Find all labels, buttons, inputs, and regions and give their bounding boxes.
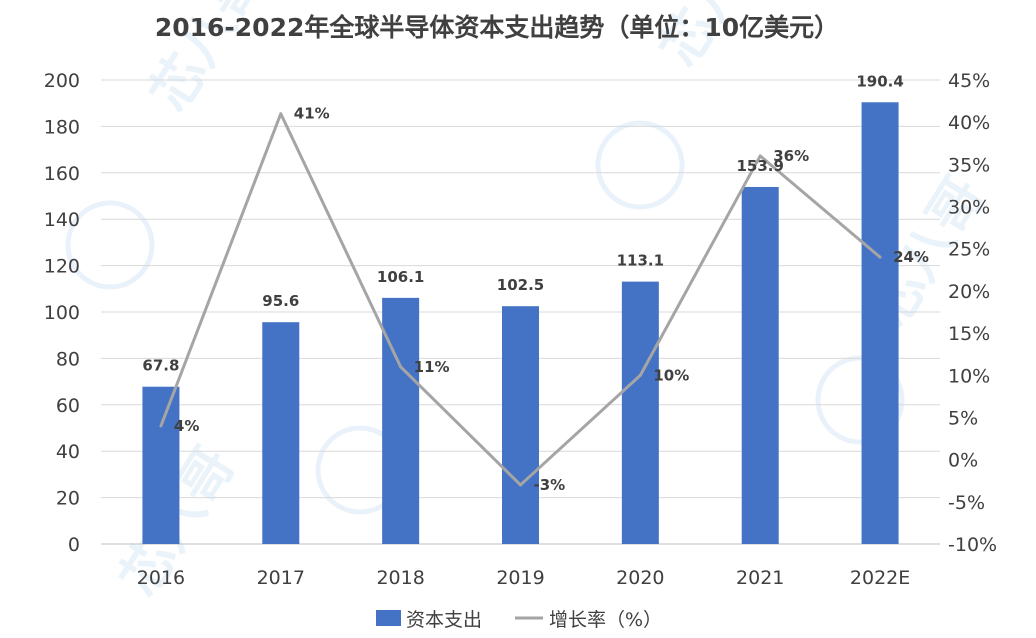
line-value-label: -3% <box>534 476 566 494</box>
bar-value-label: 67.8 <box>142 357 179 375</box>
legend-swatch-bar <box>376 610 401 626</box>
x-tick-label: 2022E <box>850 567 910 589</box>
x-tick-label: 2017 <box>257 567 305 589</box>
y-right-tick-label: 45% <box>948 70 990 92</box>
line-point <box>519 483 522 487</box>
y-right-tick-label: 5% <box>948 407 978 429</box>
bar-value-label: 113.1 <box>617 252 664 270</box>
bar <box>741 186 779 544</box>
legend-label-bar: 资本支出 <box>406 609 482 631</box>
y-left-tick-label: 200 <box>44 70 80 92</box>
x-tick-label: 2016 <box>137 567 185 589</box>
y-axis-right: -10% -5% 0% 5% 10% 15% 20% 25% 30% 35% 40% 45% <box>948 70 997 556</box>
y-right-tick-label: 0% <box>948 450 978 472</box>
x-tick-label: 2019 <box>496 567 544 589</box>
bar-value-label: 102.5 <box>497 276 544 294</box>
line-point <box>638 373 642 377</box>
chart-title: 2016-2022年全球半导体资本支出趋势（单位：10亿美元） <box>155 13 839 42</box>
line-point <box>159 424 163 428</box>
line-point <box>878 255 882 259</box>
y-left-tick-label: 0 <box>68 534 80 556</box>
bar <box>262 322 300 544</box>
y-left-tick-label: 140 <box>44 209 80 231</box>
line-value-label: 24% <box>893 248 929 266</box>
y-left-tick-label: 60 <box>56 395 80 417</box>
watermark-logo <box>65 200 155 290</box>
y-right-tick-label: 30% <box>948 197 990 219</box>
bar <box>621 281 659 544</box>
bar-value-label: 106.1 <box>377 268 424 286</box>
line-value-label: 10% <box>653 366 689 384</box>
y-right-tick-label: 10% <box>948 365 990 387</box>
x-axis: 2016 2017 2018 2019 2020 2021 2022E <box>137 567 911 589</box>
y-left-tick-label: 100 <box>44 302 80 324</box>
y-left-tick-label: 180 <box>44 116 80 138</box>
line-value-label: 41% <box>294 105 330 123</box>
bar-value-label: 153.9 <box>736 157 783 175</box>
y-left-tick-label: 20 <box>56 488 80 510</box>
bar-series <box>142 102 899 544</box>
line-point <box>279 112 283 116</box>
bar-value-label: 190.4 <box>856 72 903 90</box>
x-tick-label: 2020 <box>616 567 664 589</box>
bar <box>382 297 420 544</box>
y-left-tick-label: 80 <box>56 348 80 370</box>
y-right-tick-label: -10% <box>948 534 997 556</box>
y-right-tick-label: 35% <box>948 154 990 176</box>
y-axis-left: 0 20 40 60 80 100 120 140 160 180 200 <box>44 70 80 556</box>
line-point <box>758 154 762 158</box>
y-right-tick-label: 20% <box>948 281 990 303</box>
data-labels: 67.8 95.6 106.1 102.5 113.1 153.9 190.4 4% 41% 11… <box>142 72 929 494</box>
legend-label-line: 增长率（%） <box>549 609 662 631</box>
line-value-label: 36% <box>773 147 809 165</box>
y-left-tick-label: 40 <box>56 441 80 463</box>
bar <box>142 386 180 544</box>
y-right-tick-label: 25% <box>948 239 990 261</box>
bar <box>861 102 899 544</box>
bar <box>502 306 539 544</box>
watermark-logo <box>595 120 685 210</box>
line-series <box>159 112 882 487</box>
x-tick-label: 2018 <box>376 567 424 589</box>
x-tick-label: 2021 <box>736 567 784 589</box>
line-point <box>399 365 403 369</box>
bar-value-label: 95.6 <box>262 292 299 310</box>
y-right-tick-label: 15% <box>948 323 990 345</box>
line-value-label: 11% <box>414 358 450 376</box>
y-right-tick-label: 40% <box>948 112 990 134</box>
y-left-tick-label: 160 <box>44 163 80 185</box>
y-left-tick-label: 120 <box>44 256 80 278</box>
y-right-tick-label: -5% <box>948 492 985 514</box>
legend: 资本支出 增长率（%） <box>376 609 662 631</box>
line-value-label: 4% <box>174 417 199 435</box>
